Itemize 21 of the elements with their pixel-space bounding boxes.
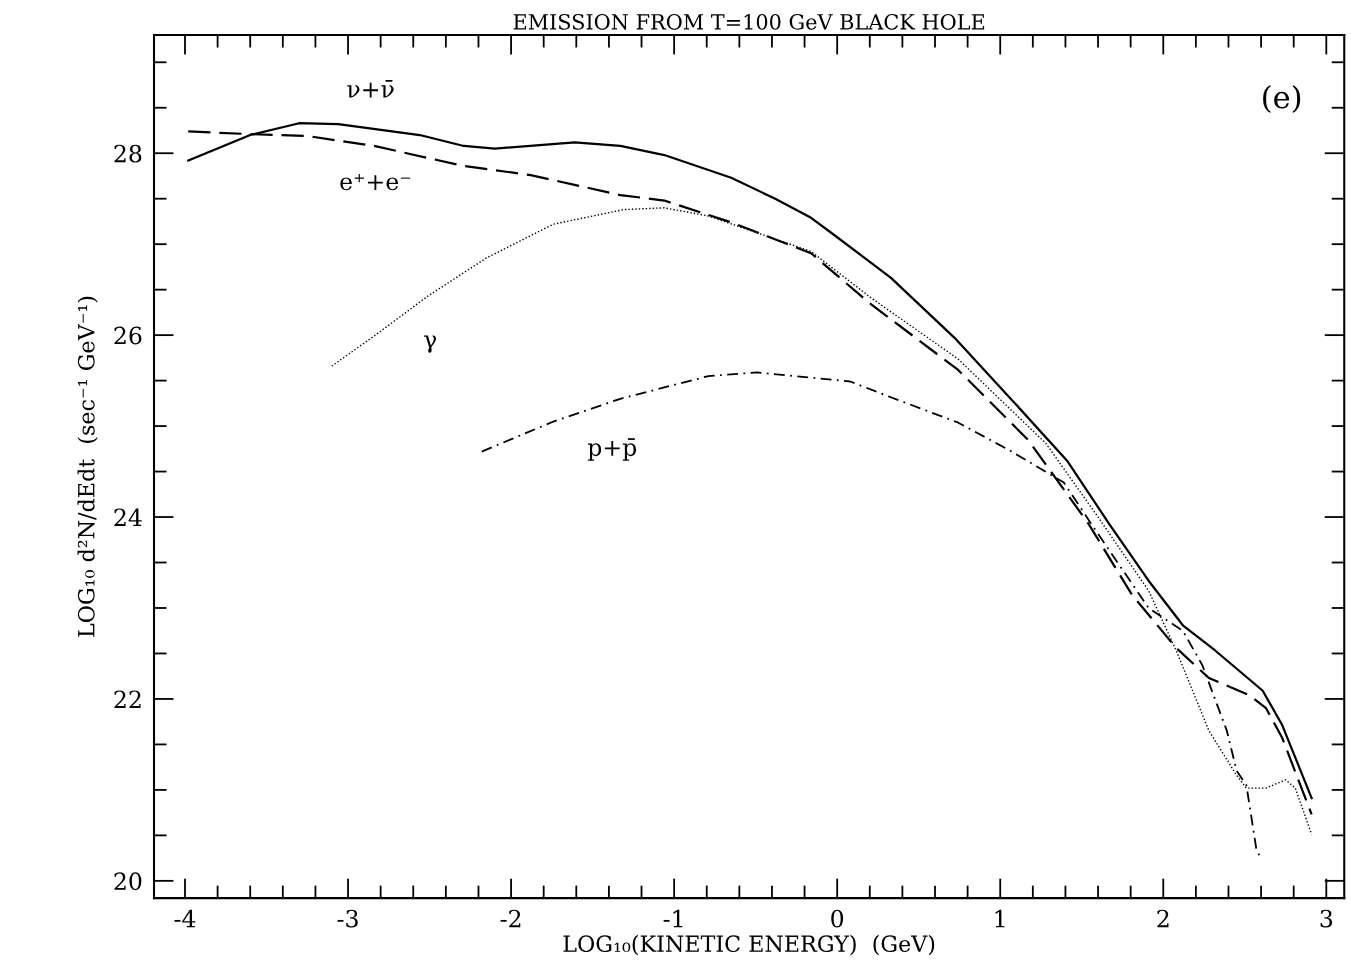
- x-axis-title: LOG₁₀(KINETIC ENERGY) (GeV): [563, 934, 935, 956]
- x-tick-label: 0: [831, 909, 844, 928]
- y-tick-label: 26: [114, 326, 142, 345]
- x-tick-label: -2: [500, 909, 521, 928]
- y-tick-label: 20: [114, 872, 142, 891]
- annotation: e⁺+e⁻: [340, 173, 411, 191]
- x-tick-label: -1: [663, 909, 683, 928]
- y-tick-label: 22: [114, 690, 141, 708]
- x-tick-label: 2: [1157, 909, 1169, 928]
- x-tick-label: -4: [174, 909, 196, 928]
- annotation: ν+ν̄: [347, 80, 394, 98]
- chart-title: EMISSION FROM T=100 GeV BLACK HOLE: [513, 13, 985, 30]
- annotation: γ: [423, 335, 437, 353]
- x-tick-label: -3: [337, 909, 358, 928]
- y-axis-title: LOG₁₀ d²N/dEdt (sec⁻¹ GeV⁻¹): [77, 296, 98, 637]
- y-tick-label: 24: [114, 508, 142, 527]
- annotation: p+p̄: [587, 438, 637, 461]
- y-tick-label: 28: [114, 144, 142, 163]
- annotation: (e): [1263, 84, 1301, 113]
- x-tick-label: 3: [1320, 909, 1333, 928]
- x-tick-label: 1: [995, 909, 1005, 928]
